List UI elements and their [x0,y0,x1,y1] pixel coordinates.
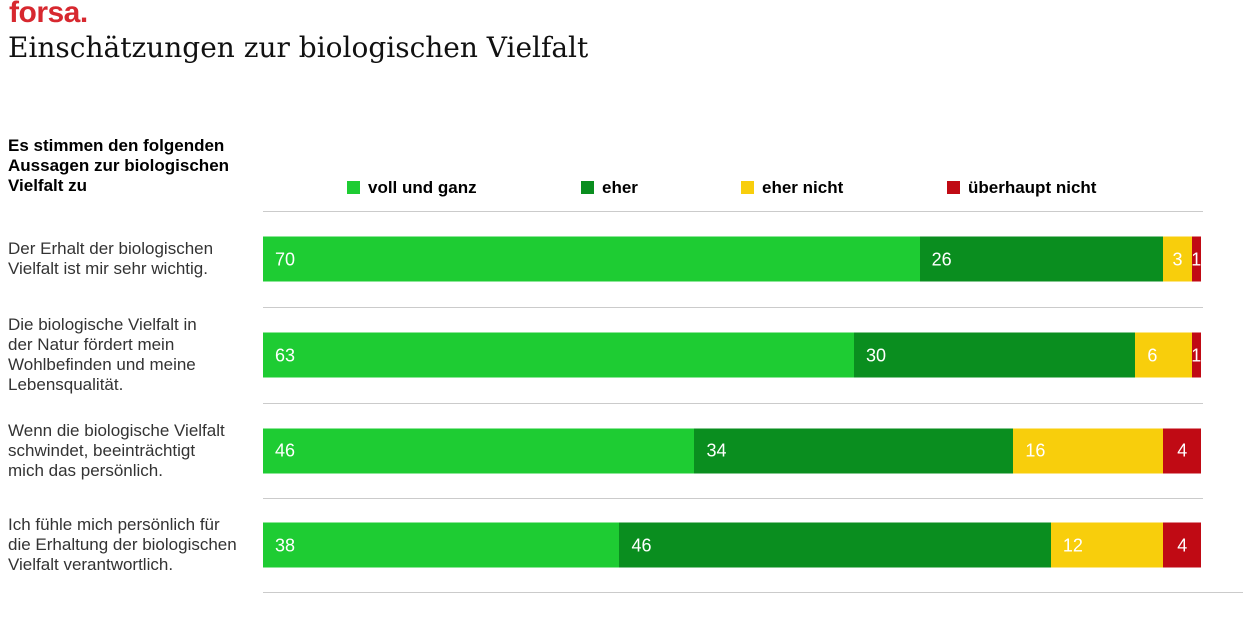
question-text: Es stimmen den folgenden Aussagen zur bi… [8,136,230,195]
bar-value: 46 [275,440,296,461]
legend-item: eher nicht [741,179,843,196]
separator-line [263,403,1203,404]
bar-segment: 3 [1163,236,1192,282]
chart-row: Wenn die biologische Vielfalt schwindet,… [0,403,1243,498]
bar-segment: 38 [263,522,620,568]
legend-swatch-icon [947,181,960,194]
legend-label: überhaupt nicht [968,178,1097,197]
bar-value: 34 [706,440,727,461]
legend-item: voll und ganz [347,179,477,196]
row-label: Der Erhalt der biologischen Vielfalt ist… [8,239,214,278]
bar-value: 3 [1172,249,1183,269]
bar-value: 4 [1177,535,1188,555]
separator-line [263,307,1203,308]
separator-line [263,592,1243,593]
page-title: Einschätzungen zur biologischen Vielfalt [8,31,589,64]
bar-segment: 34 [694,428,1014,473]
legend-swatch-icon [581,181,594,194]
bar-segment: 26 [919,236,1164,282]
forsa-logo: forsa. [9,0,88,29]
row-label: Wenn die biologische Vielfalt schwindet,… [8,420,225,480]
bar-segment: 4 [1163,428,1201,473]
bar-value: 12 [1062,535,1083,555]
bar-segment: 46 [619,522,1051,568]
legend-swatch-icon [347,181,360,194]
bar-value: 4 [1177,440,1188,461]
legend-label: voll und ganz [368,178,477,197]
bar-value: 70 [275,249,296,269]
bar-segment: 4 [1163,522,1201,568]
legend-label: eher nicht [762,178,844,197]
bar-value: 26 [931,249,952,269]
legend-item: eher [581,179,638,196]
bar-segment: 30 [853,332,1136,378]
bar-segment: 63 [263,332,854,378]
bar-value: 30 [865,345,886,365]
bar-segment: 1 [1191,332,1202,378]
bar-segment: 6 [1135,332,1192,378]
row-label: Ich fühle mich persönlich für die Erhalt… [8,515,237,574]
chart-row: Ich fühle mich persönlich für die Erhalt… [0,498,1243,592]
bar-value: 1 [1191,345,1202,365]
legend-item: überhaupt nicht [947,179,1096,196]
legend-label: eher [602,178,638,197]
stacked-bar: 63 30 6 1 [263,332,1202,378]
stacked-bar: 46 34 16 4 [263,428,1201,473]
bar-value: 38 [275,535,296,555]
bar-segment: 16 [1013,428,1164,473]
row-label: Die biologische Vielfalt in der Natur fö… [8,315,197,394]
bar-value: 16 [1025,440,1046,461]
bar-segment: 1 [1191,236,1202,282]
chart-row: Der Erhalt der biologischen Vielfalt ist… [0,211,1243,307]
legend-swatch-icon [741,181,754,194]
bar-value: 63 [275,345,296,365]
chart-row: Die biologische Vielfalt in der Natur fö… [0,307,1243,403]
stacked-bar: 38 46 12 4 [263,522,1201,568]
bar-value: 1 [1191,249,1202,269]
separator-line [263,211,1203,212]
bar-segment: 70 [263,236,920,282]
bar-segment: 12 [1050,522,1164,568]
bar-value: 6 [1147,345,1158,365]
stacked-bar: 70 26 3 1 [263,236,1202,282]
separator-line [263,498,1203,499]
bar-segment: 46 [263,428,695,473]
bar-value: 46 [631,535,652,555]
